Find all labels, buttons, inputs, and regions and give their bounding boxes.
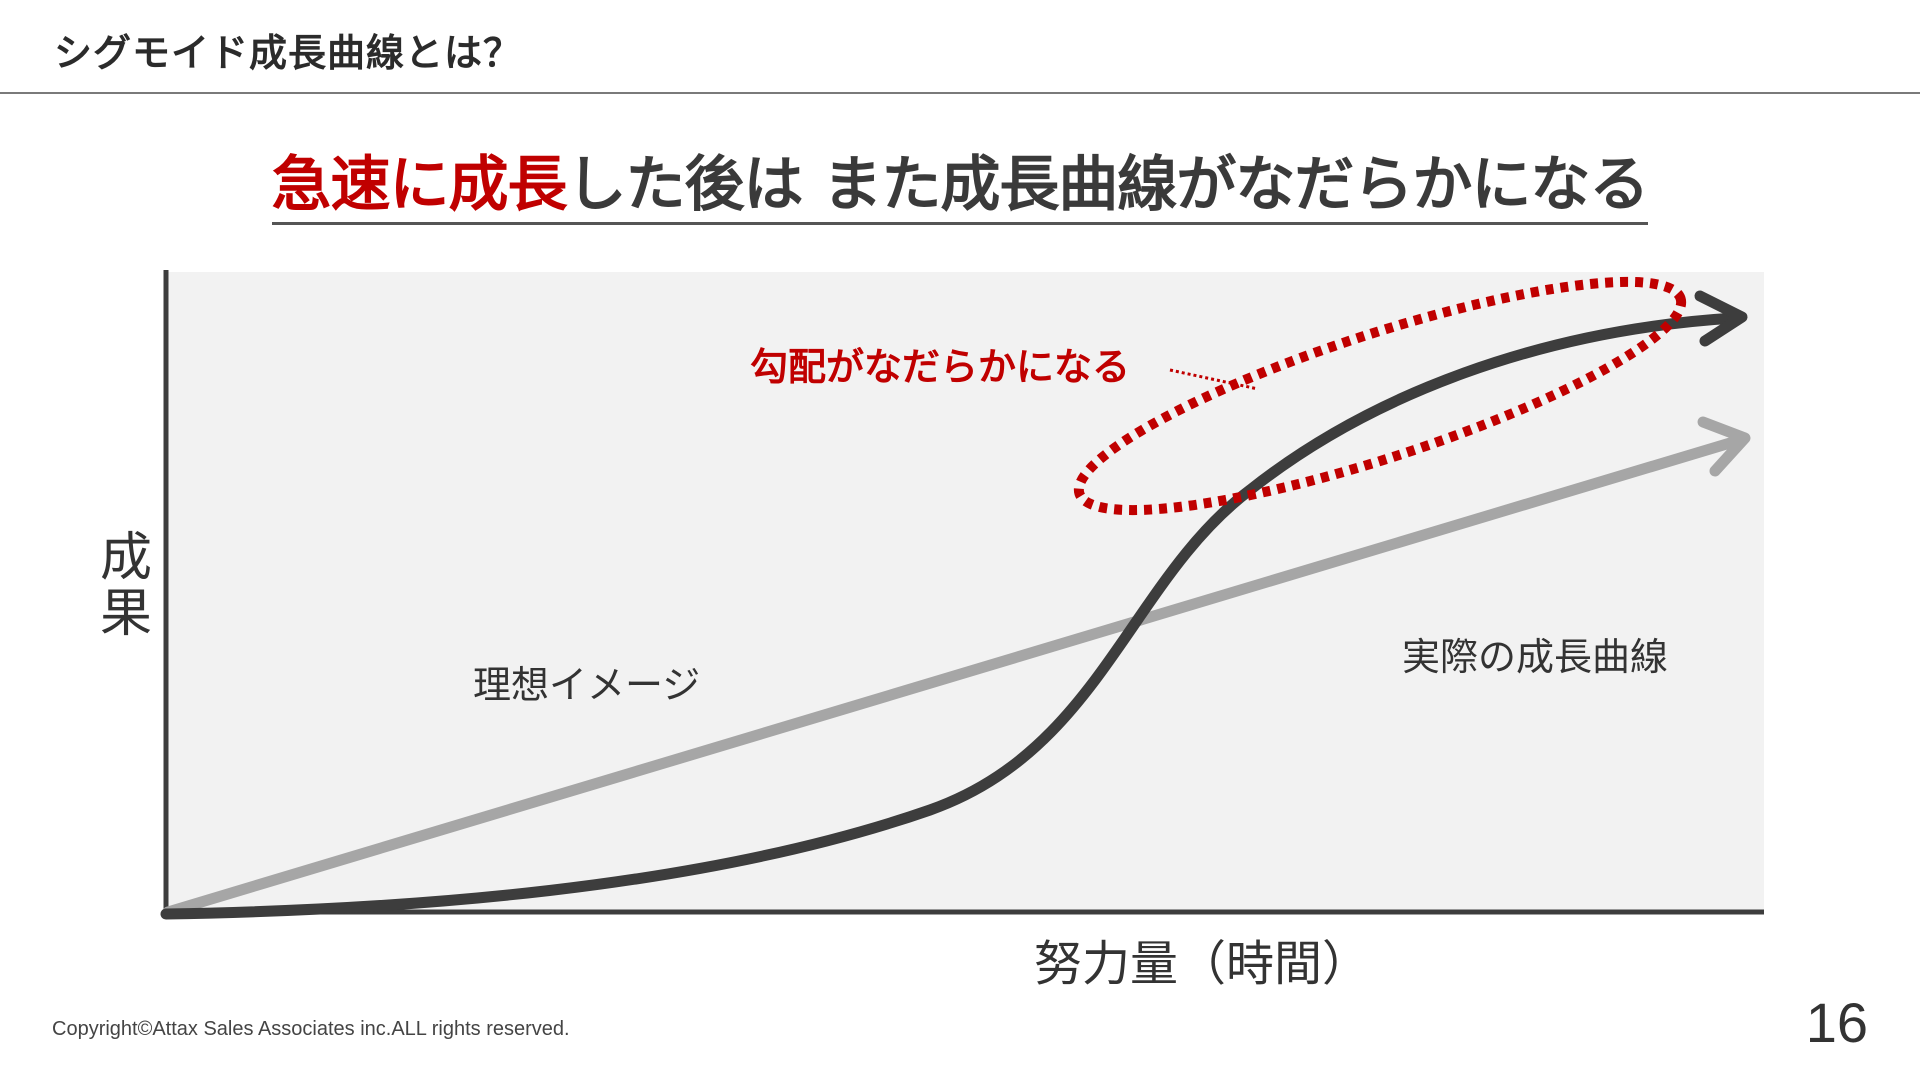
actual-growth-curve <box>160 312 1741 920</box>
gradient-annotation: 勾配がなだらかになる <box>750 345 1130 389</box>
x-axis-label: 努力量（時間） <box>1034 936 1370 992</box>
plot-area <box>166 272 1764 912</box>
y-axis-label-char: 成 <box>100 528 152 588</box>
y-axis-label-char: 果 <box>100 584 152 644</box>
slide-title: シグモイド成長曲線とは？ <box>54 31 523 75</box>
y-axis-label: 成果 <box>100 528 152 644</box>
page-number: 16 <box>1805 991 1868 1054</box>
copyright-text: Copyright©Attax Sales Associates inc.ALL… <box>52 1018 570 1040</box>
ideal-label: 理想イメージ <box>473 663 700 707</box>
highlight-ellipse <box>1073 276 1687 516</box>
headline-emphasis: 急速に成長 <box>271 150 568 220</box>
ideal-arrowhead <box>1697 416 1751 477</box>
headline-rest: した後は また成長曲線がなだらかになる <box>566 150 1650 220</box>
actual-label: 実際の成長曲線 <box>1402 635 1668 679</box>
ideal-line <box>162 434 1746 918</box>
actual-arrowhead <box>1694 290 1748 347</box>
headline-underline: 急速に成長した後は また成長曲線がなだらかになる <box>271 150 1650 225</box>
headline: 急速に成長した後は また成長曲線がなだらかになる <box>0 150 1920 225</box>
header-divider <box>0 92 1920 94</box>
